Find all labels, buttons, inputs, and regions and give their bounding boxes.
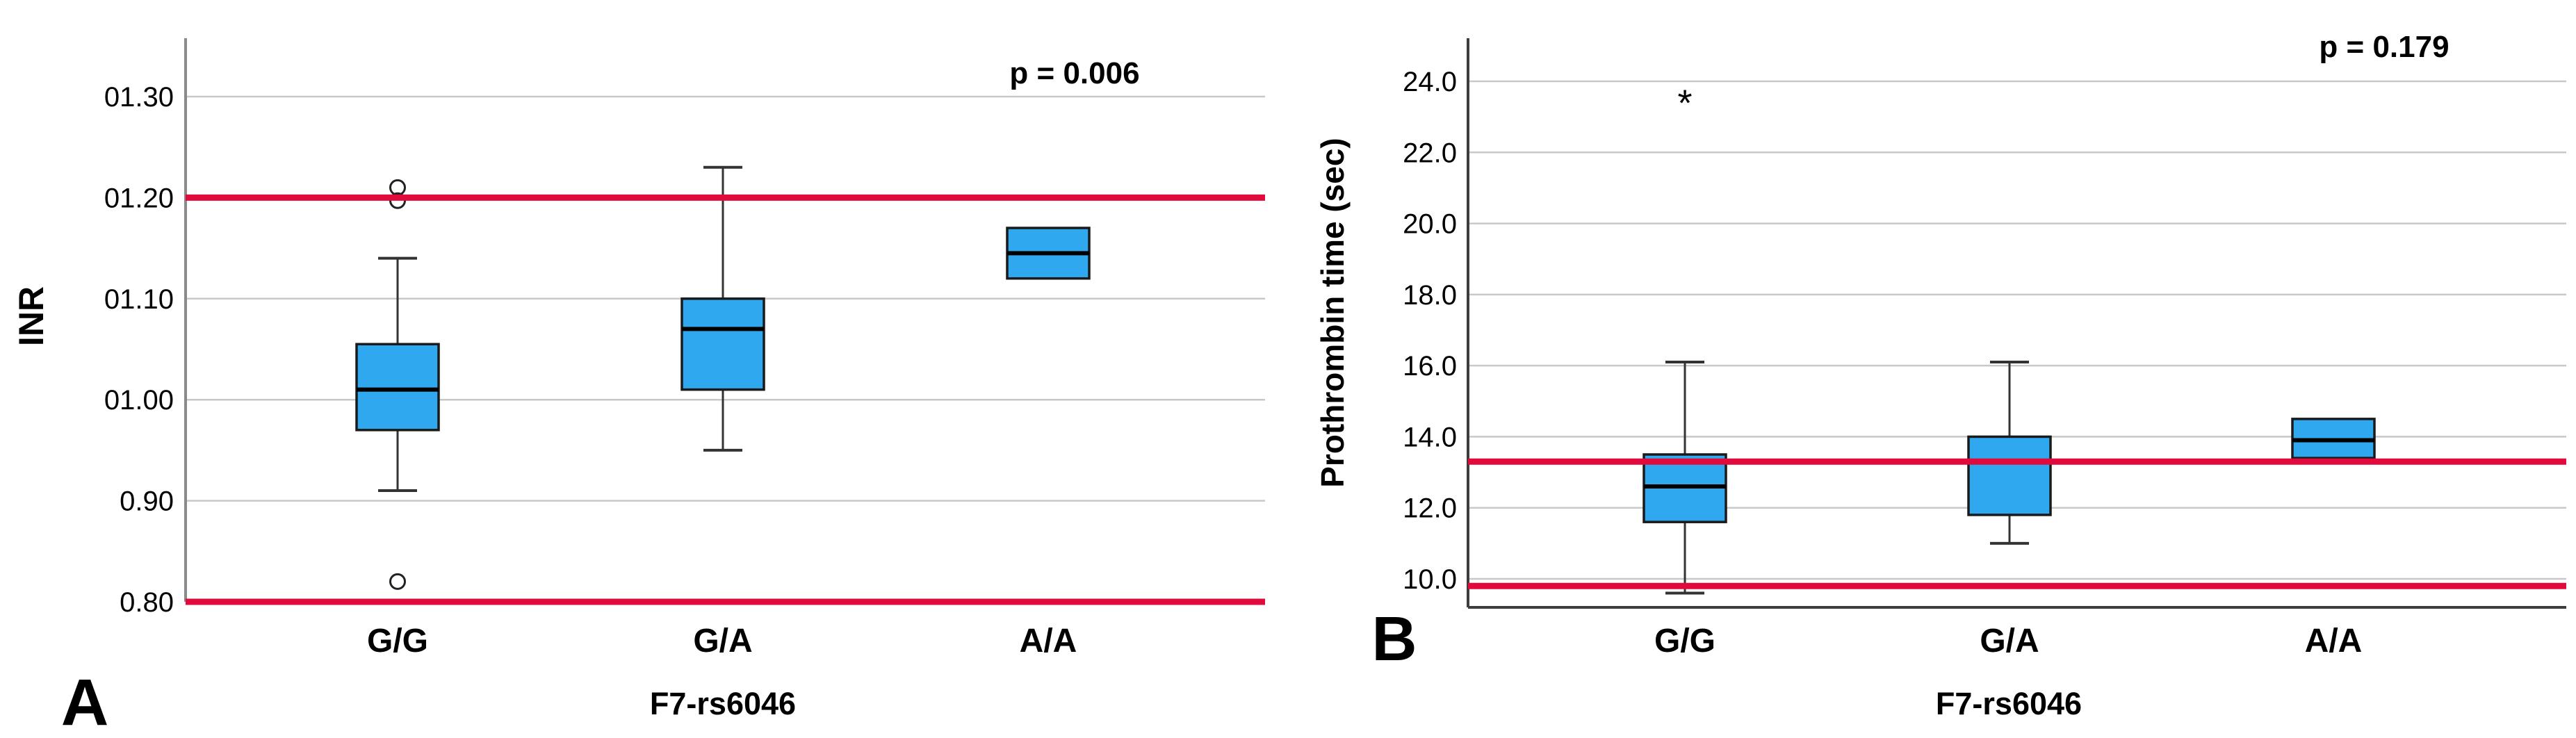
y-tick-label: 01.30	[104, 82, 174, 113]
panel-b-plot-area: * G/G G/A A/A 24.0 22.0 20.0 18.0 16.0 14.0 12.0 10…	[1403, 38, 2566, 659]
x-category-label: G/A	[1980, 623, 2039, 659]
x-category-label: A/A	[1020, 623, 1077, 659]
y-tick-label: 0.90	[120, 486, 174, 517]
panel-a-p-value: p = 0.006	[1009, 56, 1139, 90]
y-tick-label: 01.00	[104, 385, 174, 416]
x-category-label: G/G	[367, 623, 428, 659]
panel-b-x-axis-title: F7-rs6046	[1936, 686, 2082, 721]
y-tick-label: 0.80	[120, 587, 174, 618]
y-tick-label: 14.0	[1403, 422, 1457, 452]
panel-a-x-axis-title: F7-rs6046	[650, 686, 796, 721]
panel-b-letter: B	[1372, 605, 1417, 674]
y-tick-label: 01.20	[104, 183, 174, 213]
x-category-label: G/A	[693, 623, 752, 659]
y-tick-label: 12.0	[1403, 493, 1457, 524]
y-tick-label: 10.0	[1403, 564, 1457, 595]
panel-b-p-value: p = 0.179	[2319, 30, 2449, 64]
panel-b-y-axis-title: Prothrombin time (sec)	[1314, 138, 1351, 488]
x-category-label: A/A	[2305, 623, 2363, 659]
outlier-star: *	[1677, 83, 1692, 124]
box-ga	[1967, 435, 2052, 516]
panel-a-plot-area: G/G G/A A/A 01.30 01.20 01.10 01.00 0.90 0.80	[104, 38, 1265, 659]
panel-a-y-axis-title: INR	[12, 286, 51, 346]
x-category-label: G/G	[1654, 623, 1715, 659]
box-gg	[355, 343, 440, 432]
outlier-circle	[389, 573, 406, 590]
y-tick-label: 16.0	[1403, 351, 1457, 382]
y-tick-label: 20.0	[1403, 209, 1457, 240]
y-tick-label: 22.0	[1403, 138, 1457, 168]
y-tick-label: 01.10	[104, 284, 174, 315]
y-tick-label: 24.0	[1403, 67, 1457, 97]
box-ga	[680, 297, 765, 391]
panel-a-letter: A	[61, 666, 109, 738]
y-tick-label: 18.0	[1403, 280, 1457, 311]
